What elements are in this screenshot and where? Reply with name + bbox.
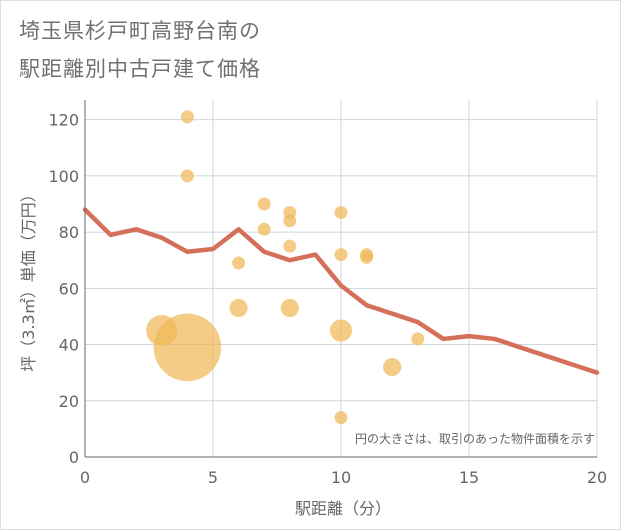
- axis-layer: 0 20 40 60 80 100 120 0 5 10 15 20: [48, 100, 607, 487]
- data-bubble: [334, 411, 348, 425]
- bubble-layer: [146, 110, 425, 425]
- trend-line: [82, 207, 600, 375]
- data-bubble: [283, 239, 297, 253]
- data-bubble: [383, 357, 402, 377]
- y-tick-label: 20: [59, 392, 79, 411]
- y-tick-label: 0: [69, 448, 79, 467]
- data-bubble: [257, 197, 271, 211]
- data-bubble: [411, 332, 425, 346]
- x-tick-label: 5: [208, 468, 218, 487]
- chart-title-line-2: 駅距離別中古戸建て価格: [19, 57, 261, 81]
- y-tick-label: 60: [59, 279, 79, 298]
- data-bubble: [229, 298, 248, 318]
- grid-layer: [85, 100, 598, 457]
- y-tick-label: 100: [48, 167, 79, 186]
- x-tick-label: 20: [587, 468, 607, 487]
- data-bubble: [329, 319, 353, 342]
- y-tick-label: 80: [59, 223, 79, 242]
- data-bubble: [180, 110, 194, 124]
- x-tick-label: 10: [331, 468, 351, 487]
- y-tick-label: 40: [59, 336, 79, 355]
- data-bubble: [232, 256, 246, 270]
- data-bubble: [334, 248, 348, 262]
- chart-title-line-1: 埼玉県杉戸町高野台南の: [19, 19, 261, 43]
- y-axis-label: 坪（3.3㎡）単価（万円）: [19, 186, 38, 371]
- data-bubble: [334, 205, 348, 219]
- data-bubble: [360, 250, 374, 264]
- y-tick-label: 120: [48, 111, 79, 130]
- x-tick-label: 0: [80, 468, 90, 487]
- x-tick-label: 15: [459, 468, 479, 487]
- data-bubble: [153, 313, 222, 382]
- bubble-size-note: 円の大きさは、取引のあった物件面積を示す: [355, 431, 595, 446]
- x-axis-label: 駅距離（分）: [295, 499, 391, 518]
- data-bubble: [257, 222, 271, 236]
- data-bubble: [280, 298, 299, 318]
- data-bubble: [283, 214, 297, 228]
- data-bubble: [180, 169, 194, 183]
- trend-line-layer: [82, 207, 600, 375]
